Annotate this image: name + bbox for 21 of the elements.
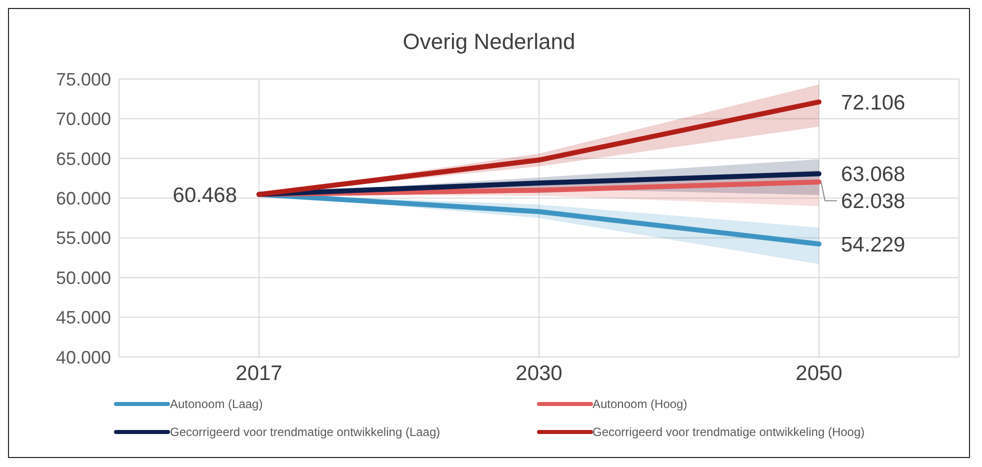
- y-tick-label: 75.000: [56, 69, 111, 90]
- y-tick-label: 70.000: [56, 109, 111, 130]
- x-tick-label: 2017: [236, 362, 282, 385]
- data-label: 54.229: [841, 233, 906, 256]
- data-label: 72.106: [841, 91, 906, 114]
- data-label: 63.068: [841, 163, 906, 186]
- y-tick-label: 60.000: [56, 188, 111, 209]
- data-label: 60.468: [172, 184, 237, 207]
- legend-label: Gecorrigeerd voor trendmatige ontwikkeling (Hoog): [592, 425, 865, 439]
- y-tick-label: 40.000: [56, 347, 111, 368]
- chart-title: Overig Nederland: [402, 29, 576, 55]
- y-tick-label: 45.000: [56, 308, 111, 328]
- y-tick-label: 65.000: [56, 148, 111, 169]
- x-tick-label: 2030: [516, 362, 562, 385]
- y-tick-label: 55.000: [56, 228, 111, 248]
- y-tick-label: 50.000: [56, 268, 111, 288]
- legend-label: Gecorrigeerd voor trendmatige ontwikkeling (Laag): [170, 425, 440, 439]
- legend-label: Autonoom (Hoog): [592, 397, 688, 411]
- x-tick-label: 2050: [796, 362, 842, 385]
- legend-label: Autonoom (Laag): [170, 397, 263, 411]
- data-label: 62.038: [841, 190, 906, 214]
